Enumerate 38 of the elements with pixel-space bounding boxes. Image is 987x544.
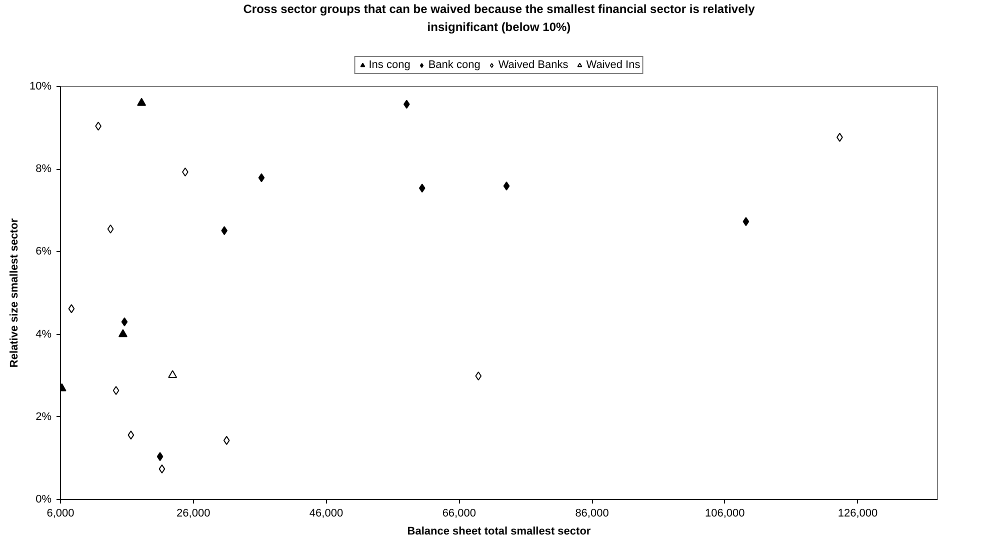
point [121,317,128,326]
x-tick-label: 106,000 [705,508,745,520]
y-tick-label: 10% [29,80,52,92]
y-tick-label: 4% [36,328,52,340]
point [112,386,120,395]
point [742,217,750,226]
point [221,226,228,236]
x-tick-label: 126,000 [838,508,878,520]
x-tick-label: 66,000 [442,508,476,520]
point [128,430,134,440]
point [137,98,146,106]
point [503,182,510,191]
point [418,184,426,193]
x-tick-label: 6,000 [46,508,74,520]
point [158,464,166,474]
legend-label: Bank cong [428,59,480,71]
point [168,370,178,378]
chart-title: Cross sector groups that can be waived because the smallest financial sector is relatively insignificant (below 10%) [243,2,756,34]
y-axis-title: Relative size smallest sector [8,218,20,368]
y-tick-label: 6% [36,246,52,258]
point [475,372,482,381]
point [403,100,410,109]
point [68,304,75,314]
point [118,329,128,338]
legend-label: Waived Ins [586,59,640,71]
y-tick-label: 2% [36,410,52,423]
point [156,452,164,462]
x-tick-label: 26,000 [176,508,210,520]
legend-label: Ins cong [368,59,410,71]
x-axis-title: Balance sheet total smallest sector [407,526,592,538]
y-tick-label: 0% [36,494,52,506]
point [258,173,265,182]
legend-label: Waived Banks [498,59,568,71]
x-tick-label: 46,000 [309,508,344,520]
point [107,224,114,234]
point [223,436,230,445]
y-tick-label: 8% [36,163,52,176]
x-tick-label: 86,000 [575,508,609,520]
